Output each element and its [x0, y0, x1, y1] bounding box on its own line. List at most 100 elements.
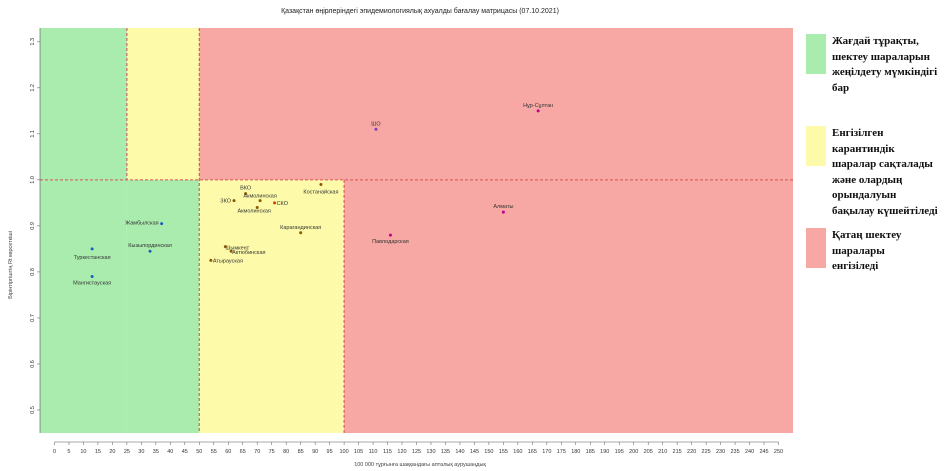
legend-item-yellow: Енгізілген карантиндік шаралар сақталады…: [806, 126, 949, 226]
x-tick-label: 250: [774, 449, 783, 455]
x-tick-label: 75: [269, 449, 275, 455]
x-tick-label: 150: [484, 449, 493, 455]
data-point-label: Акмолинская: [237, 208, 270, 214]
x-tick-label: 125: [412, 449, 421, 455]
x-tick-label: 230: [716, 449, 725, 455]
x-tick-label: 35: [153, 449, 159, 455]
x-tick-label: 70: [254, 449, 260, 455]
x-tick-label: 185: [586, 449, 595, 455]
x-tick-label: 160: [513, 449, 522, 455]
x-tick-label: 90: [312, 449, 318, 455]
data-point-label: Нұр-Сұлтан: [523, 103, 553, 109]
data-point: [299, 231, 303, 235]
legend-text-red: Қатаң шектеу шаралары енгізіледі: [832, 229, 902, 273]
x-tick-label: 170: [542, 449, 551, 455]
x-tick-label: 10: [80, 449, 86, 455]
legend-swatch-red: [806, 228, 826, 268]
data-point: [501, 210, 505, 214]
x-tick-label: 25: [124, 449, 130, 455]
y-tick-label: 1.1: [30, 130, 36, 138]
data-point-label: СКО: [277, 201, 289, 207]
data-point-label: Костанайская: [303, 188, 338, 195]
x-tick-label: 100: [340, 449, 349, 455]
zone-green-0: [40, 28, 127, 433]
x-tick-label: 175: [557, 449, 566, 455]
x-tick-label: 45: [182, 449, 188, 455]
x-tick-label: 195: [615, 449, 624, 455]
x-tick-label: 145: [470, 449, 479, 455]
zone-yellow-3: [199, 179, 345, 433]
data-point-label: Карагандинская: [280, 225, 321, 231]
x-tick-label: 220: [687, 449, 696, 455]
data-point-label: Кызылординская: [128, 243, 172, 249]
data-point: [229, 249, 233, 253]
data-point: [273, 201, 277, 205]
y-tick-label: 0.7: [30, 314, 36, 322]
data-point: [232, 199, 236, 203]
legend-text-green: Жағдай тұрақты, шектеу шараларын жеңілде…: [832, 35, 938, 94]
x-tick-label: 115: [383, 449, 392, 455]
data-point: [90, 275, 94, 279]
y-axis-label: Бірінтіргіштің Rt көрсеткіші: [8, 231, 14, 299]
x-tick-label: 105: [354, 449, 363, 455]
threshold-lines: [40, 28, 793, 433]
y-tick-label: 1.0: [30, 176, 36, 184]
x-tick-label: 135: [441, 449, 450, 455]
x-tick-label: 205: [644, 449, 653, 455]
chart-title: Қазақстан өңірлеріндегі эпидемиологиялық…: [281, 7, 559, 15]
legend-swatch-green: [806, 34, 826, 74]
data-point-label: Жамбылская: [125, 221, 159, 227]
x-tick-label: 0: [53, 449, 56, 455]
legend-text-yellow: Енгізілген карантиндік шаралар сақталады…: [832, 127, 938, 218]
y-tick-label: 0.9: [30, 222, 36, 230]
x-tick-label: 165: [528, 449, 537, 455]
legend: Жағдай тұрақты, шектеу шараларын жеңілде…: [806, 0, 949, 471]
x-tick-label: 80: [283, 449, 289, 455]
data-point-label: ВКО: [240, 186, 252, 192]
data-point: [148, 249, 152, 253]
data-point: [160, 222, 164, 226]
x-tick-label: 245: [759, 449, 768, 455]
data-point-label: Шымкент: [225, 246, 249, 252]
zone-backgrounds: [40, 28, 794, 433]
zone-yellow-2: [126, 28, 200, 180]
data-point-label: ШО: [371, 121, 381, 127]
x-axis-label: 100 000 тұрғынға шаққандағы апталық ауру…: [354, 462, 486, 468]
x-tick-label: 30: [138, 449, 144, 455]
data-point: [244, 192, 248, 196]
x-tick-label: 65: [240, 449, 246, 455]
x-tick-label: 215: [673, 449, 682, 455]
x-tick-label: 55: [211, 449, 217, 455]
data-point-label: Актюбинская: [232, 250, 265, 256]
data-point: [258, 199, 262, 203]
x-tick-label: 235: [730, 449, 739, 455]
legend-swatch-yellow: [806, 126, 826, 166]
data-point-label: Павлодарская: [372, 239, 409, 245]
y-tick-label: 0.8: [30, 268, 36, 276]
y-tick-label: 1.3: [30, 38, 36, 46]
data-point: [223, 245, 227, 249]
data-point-label: Мангистауская: [73, 281, 111, 287]
x-tick-label: 20: [109, 449, 115, 455]
data-point-label: ЗКО: [220, 199, 231, 205]
data-point: [388, 233, 392, 237]
x-tick-label: 210: [658, 449, 667, 455]
x-tick-label: 110: [369, 449, 378, 455]
x-tick-label: 200: [629, 449, 638, 455]
x-tick-label: 190: [600, 449, 609, 455]
data-point: [209, 258, 213, 262]
x-tick-label: 85: [298, 449, 304, 455]
data-point-label: Алматы: [493, 204, 513, 210]
chart-plot: 0 5 10 15 20 25 30 35 40 45 50 55 60 65 70 75 80 85 90 95 10…: [8, 7, 794, 468]
x-tick-label: 130: [426, 449, 435, 455]
data-point: [255, 205, 259, 209]
x-tick-label: 15: [95, 449, 101, 455]
x-tick-label: 120: [397, 449, 406, 455]
y-tick-label: 1.2: [30, 84, 36, 92]
x-tick-label: 240: [745, 449, 754, 455]
data-point-label: Атырауская: [213, 258, 243, 264]
y-tick-label: 0.6: [30, 360, 36, 368]
data-point: [319, 182, 323, 186]
x-tick-label: 60: [225, 449, 231, 455]
x-tick-label: 95: [327, 449, 333, 455]
